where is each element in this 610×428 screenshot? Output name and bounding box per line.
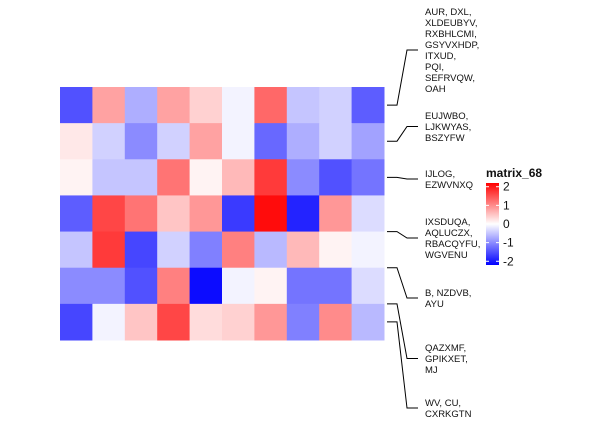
heatmap-cell-r3-c2 [124,195,158,233]
heatmap-cell-r0-c2 [124,87,158,124]
heatmap-cell-r1-c9 [351,123,385,160]
heatmap-cell-r0-c3 [157,87,191,124]
heatmap-cell-r4-c1 [92,231,126,269]
heatmap-cell-r2-c4 [189,159,223,196]
heatmap-cell-r3-c3 [157,195,191,233]
legend-tick-label-1: 1 [503,198,510,212]
row-group-label-4: B, NZDVB, AYU [425,288,471,310]
heatmap-cell-r5-c6 [254,267,288,305]
heatmap-cell-r4-c6 [254,231,288,269]
heatmap-cell-r6-c3 [157,303,191,341]
heatmap-cell-r6-c6 [254,303,288,341]
heatmap-cell-r3-c1 [92,195,126,233]
heatmap-cell-r1-c4 [189,123,223,160]
heatmap-cell-r2-c7 [286,159,320,196]
heatmap-cell-r3-c7 [286,195,320,233]
row-group-connector-5 [387,303,418,359]
heatmap-cells [60,87,385,341]
heatmap-cell-r0-c6 [254,87,288,124]
heatmap-cell-r1-c0 [60,123,93,160]
heatmap-cell-r2-c6 [254,159,288,196]
heatmap-cell-r1-c7 [286,123,320,160]
heatmap-cell-r5-c7 [286,267,320,305]
heatmap-cell-r3-c0 [60,195,93,233]
row-group-connector-0 [387,49,418,106]
heatmap-cell-r5-c4 [189,267,223,305]
row-group-label-6: WV, CU, CXRKGTN [425,398,472,420]
row-group-connector-2 [387,176,418,180]
row-group-connector-4 [387,267,418,299]
heatmap-cell-r3-c8 [319,195,353,233]
heatmap-cell-r2-c3 [157,159,191,196]
heatmap-cell-r2-c5 [222,159,255,196]
heatmap-cell-r1-c3 [157,123,191,160]
heatmap-cell-r2-c1 [92,159,126,196]
heatmap-cell-r2-c9 [351,159,385,196]
heatmap-cell-r0-c7 [286,87,320,124]
heatmap-cell-r5-c9 [351,267,385,305]
heatmap-cell-r0-c8 [319,87,353,124]
heatmap-cell-r3-c9 [351,195,385,233]
heatmap-cell-r0-c1 [92,87,126,124]
row-group-label-1: EUJWBO, LJKWYAS, BSZYFW [425,111,471,144]
heatmap-cell-r4-c0 [60,231,93,269]
heatmap-cell-r5-c0 [60,267,93,305]
heatmap-cell-r1-c6 [254,123,288,160]
legend-tick-label-4: -2 [503,254,514,268]
row-group-connector-3 [387,231,418,239]
heatmap-cell-r1-c2 [124,123,158,160]
heatmap-cell-r3-c4 [189,195,223,233]
row-group-label-2: IJLOG, EZWVNXQ [425,169,473,191]
heatmap-cell-r0-c5 [222,87,255,124]
heatmap-cell-r5-c2 [124,267,158,305]
row-group-label-0: AUR, DXL, XLDEUBYV, RXBHLCMI, GSYVXHDP, ITXU… [425,7,479,95]
heatmap-cell-r2-c0 [60,159,93,196]
heatmap-cell-r1-c5 [222,123,255,160]
heatmap-cell-r0-c9 [351,87,385,124]
row-group-label-5: QAZXMF, GPIKXET, MJ [425,343,468,376]
legend-color-bar [486,183,499,265]
heatmap-cell-r4-c2 [124,231,158,269]
heatmap-cell-r4-c8 [319,231,353,269]
heatmap-cell-r5-c3 [157,267,191,305]
heatmap-cell-r5-c5 [222,267,255,305]
heatmap-cell-r2-c2 [124,159,158,196]
heatmap-cell-r6-c7 [286,303,320,341]
row-label-connectors [387,49,418,409]
heatmap-cell-r3-c5 [222,195,255,233]
row-group-connector-6 [387,321,418,409]
color-legend: matrix_68 2 1 0 -1 -2 [486,166,542,268]
heatmap-cell-r6-c1 [92,303,126,341]
heatmap-cell-r0-c0 [60,87,93,124]
heatmap-cell-r4-c3 [157,231,191,269]
heatmap-cell-r1-c1 [92,123,126,160]
legend-tick-label-0: 2 [503,180,510,194]
heatmap-cell-r4-c5 [222,231,255,269]
row-labels: AUR, DXL, XLDEUBYV, RXBHLCMI, GSYVXHDP, ITXU… [425,7,480,420]
heatmap-cell-r6-c0 [60,303,93,341]
heatmap-cell-r6-c2 [124,303,158,341]
legend-tick-label-2: 0 [503,217,510,231]
heatmap-cell-r4-c7 [286,231,320,269]
legend-tick-label-3: -1 [503,236,514,250]
heatmap-cell-r1-c8 [319,123,353,160]
legend-ticks: 2 1 0 -1 -2 [486,180,514,268]
heatmap-cell-r5-c1 [92,267,126,305]
heatmap-cell-r5-c8 [319,267,353,305]
heatmap-cell-r6-c4 [189,303,223,341]
row-group-label-3: IXSDUQA, AQLUCZX, RBACQYFU, WGVENU [425,217,480,261]
heatmap-cell-r6-c5 [222,303,255,341]
legend-title: matrix_68 [486,166,542,180]
heatmap-cell-r6-c9 [351,303,385,341]
heatmap-cell-r4-c4 [189,231,223,269]
heatmap-cell-r3-c6 [254,195,288,233]
heatmap-cell-r6-c8 [319,303,353,341]
heatmap-cell-r4-c9 [351,231,385,269]
heatmap-cell-r2-c8 [319,159,353,196]
row-group-connector-1 [387,126,418,142]
heatmap-cell-r0-c4 [189,87,223,124]
